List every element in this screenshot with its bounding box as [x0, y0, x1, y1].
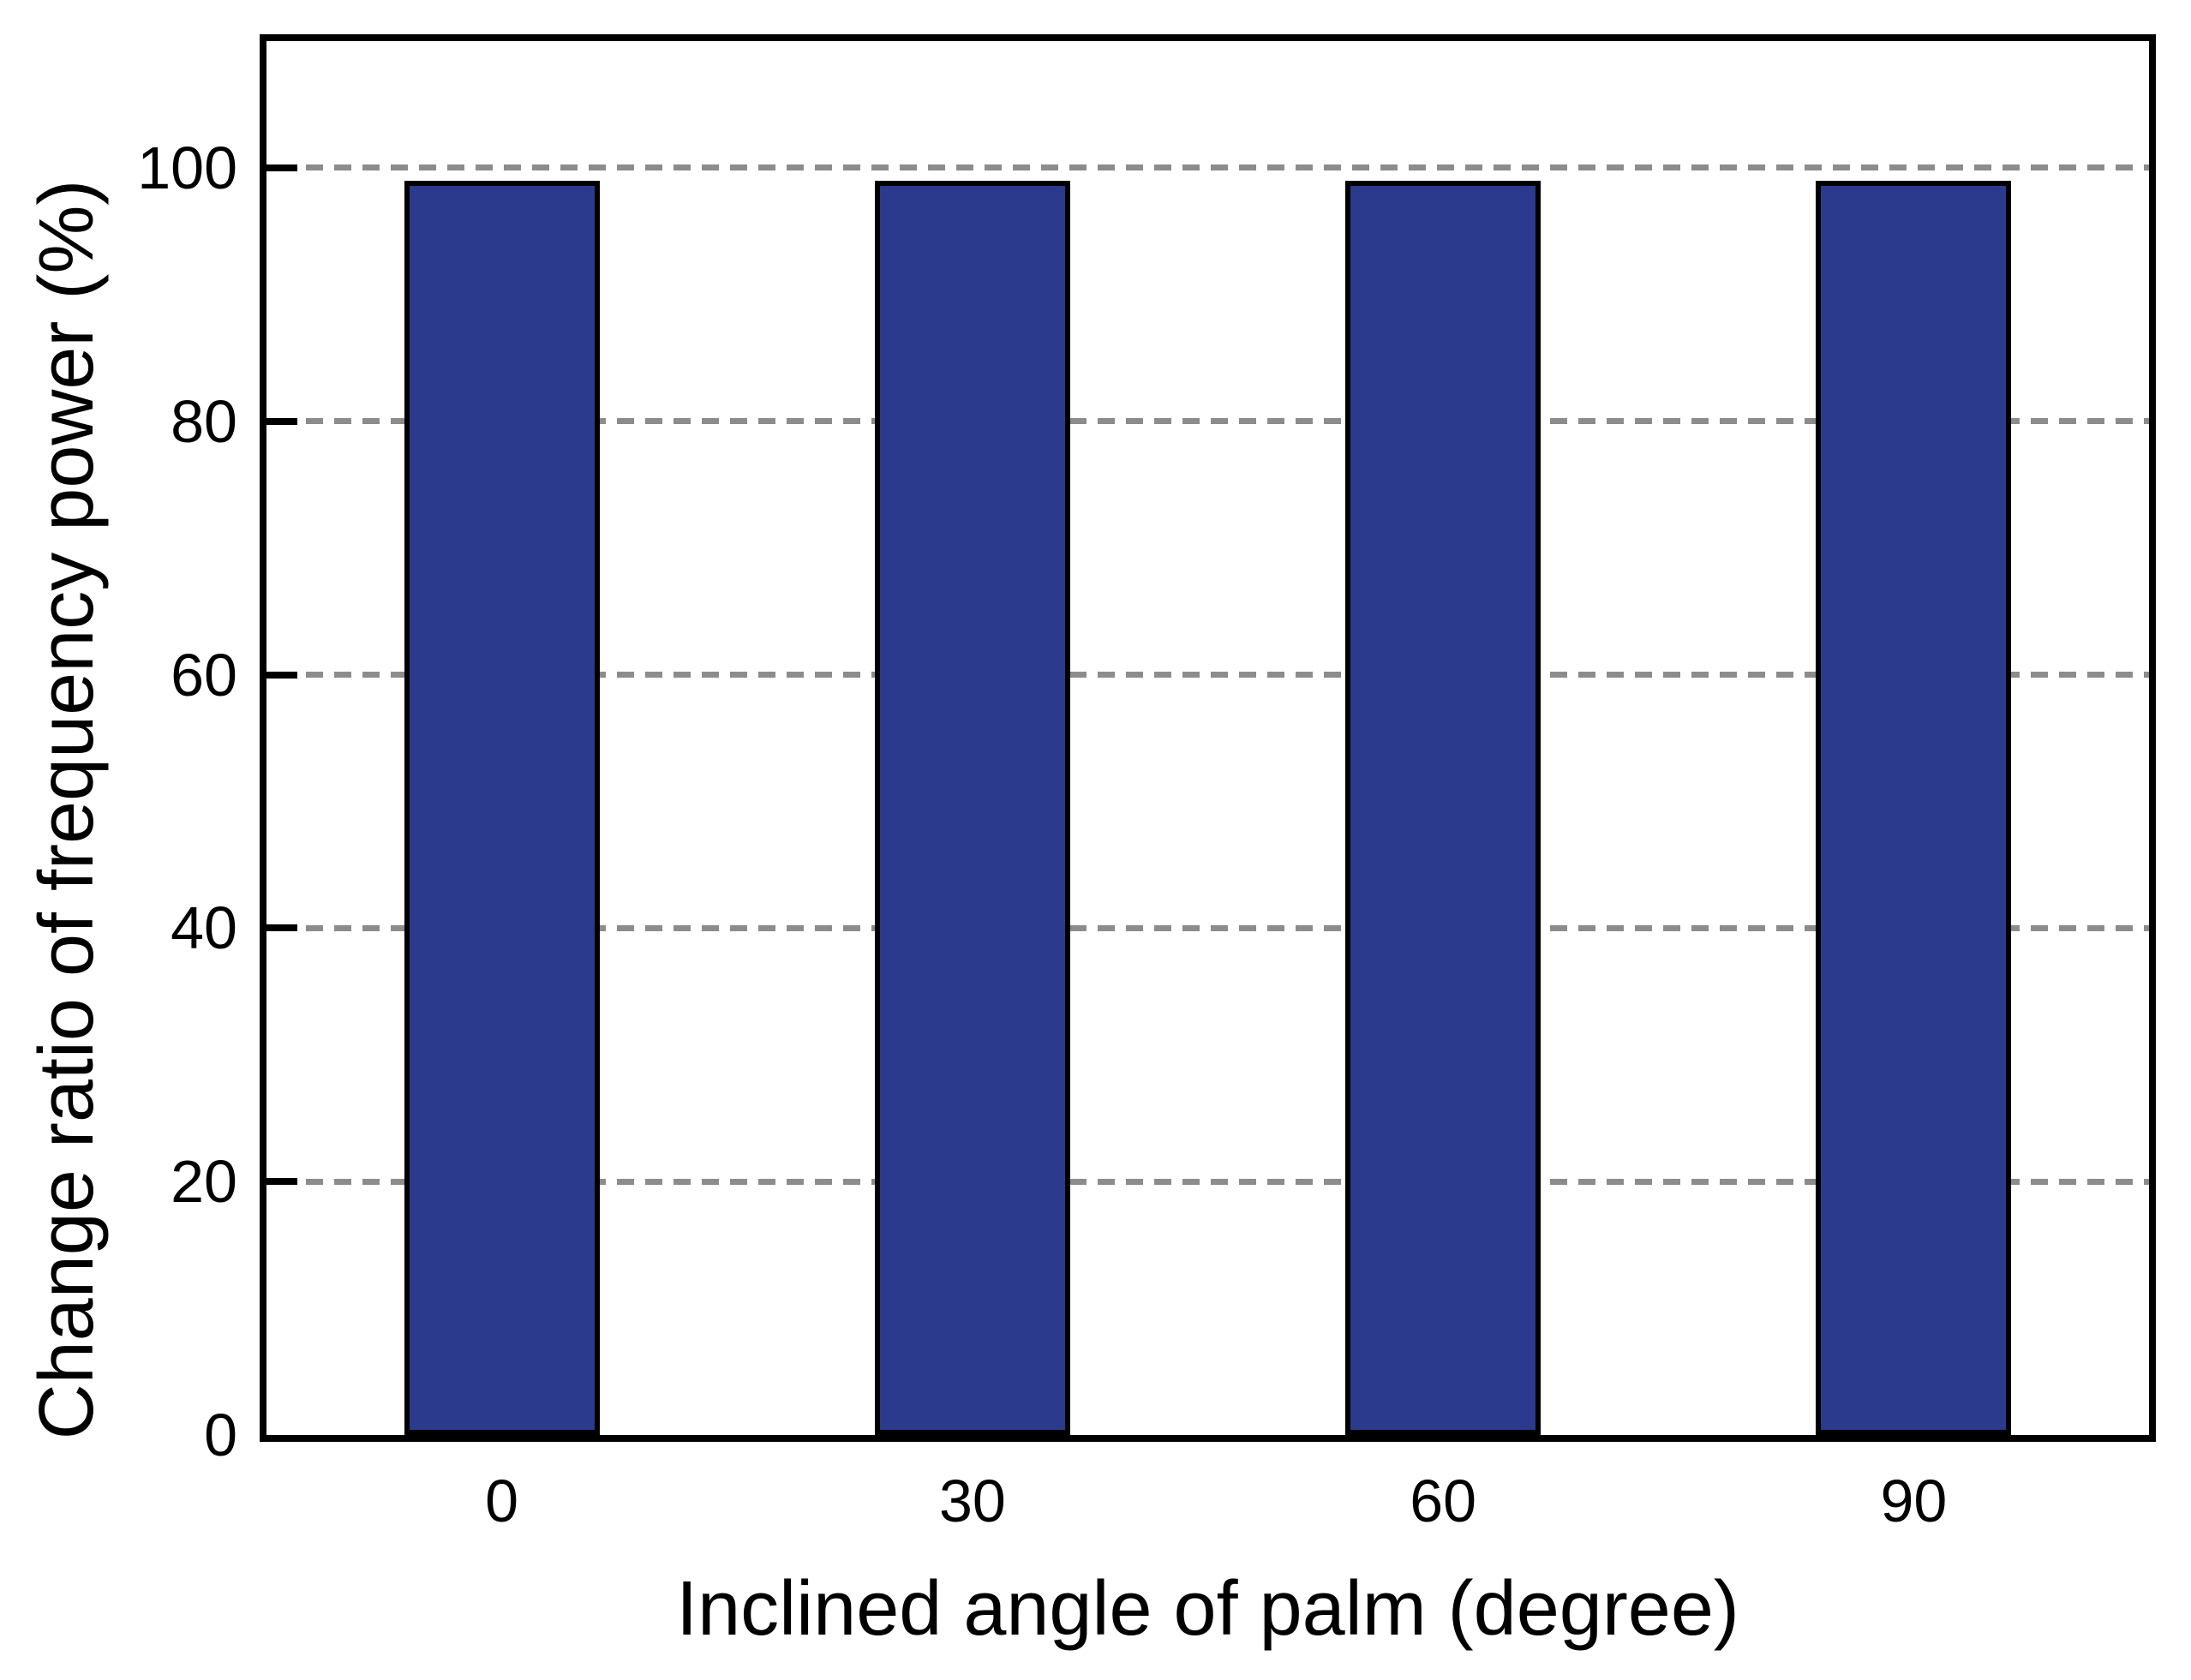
x-tick-label-90: 90 [1880, 1468, 1948, 1534]
bar-0 [404, 180, 600, 1435]
x-tick-label-60: 60 [1410, 1468, 1477, 1534]
y-tick-mark-100 [266, 164, 297, 171]
gridline-y-60 [306, 672, 2149, 679]
plot-area [266, 41, 2149, 1435]
y-tick-mark-60 [266, 671, 297, 679]
y-tick-mark-40 [266, 924, 297, 932]
y-axis-title: Change ratio of frequency power (%) [24, 179, 110, 1440]
gridline-y-40 [306, 924, 2149, 931]
y-tick-label-100: 100 [137, 134, 237, 201]
y-tick-mark-80 [266, 417, 297, 425]
x-tick-label-30: 30 [938, 1468, 1006, 1534]
bar-90 [1816, 180, 2012, 1435]
bar-60 [1345, 180, 1541, 1435]
gridline-y-100 [306, 164, 2149, 171]
x-tick-label-0: 0 [485, 1468, 519, 1534]
y-tick-label-80: 80 [171, 387, 237, 455]
y-tick-label-40: 40 [171, 894, 237, 962]
y-tick-mark-20 [266, 1178, 297, 1186]
y-tick-label-0: 0 [204, 1402, 237, 1468]
gridline-y-80 [306, 418, 2149, 425]
y-tick-label-60: 60 [171, 641, 237, 708]
gridline-y-20 [306, 1178, 2149, 1185]
bar-30 [874, 180, 1070, 1435]
x-axis-title: Inclined angle of palm (degree) [676, 1566, 1739, 1652]
y-tick-label-20: 20 [171, 1148, 237, 1216]
